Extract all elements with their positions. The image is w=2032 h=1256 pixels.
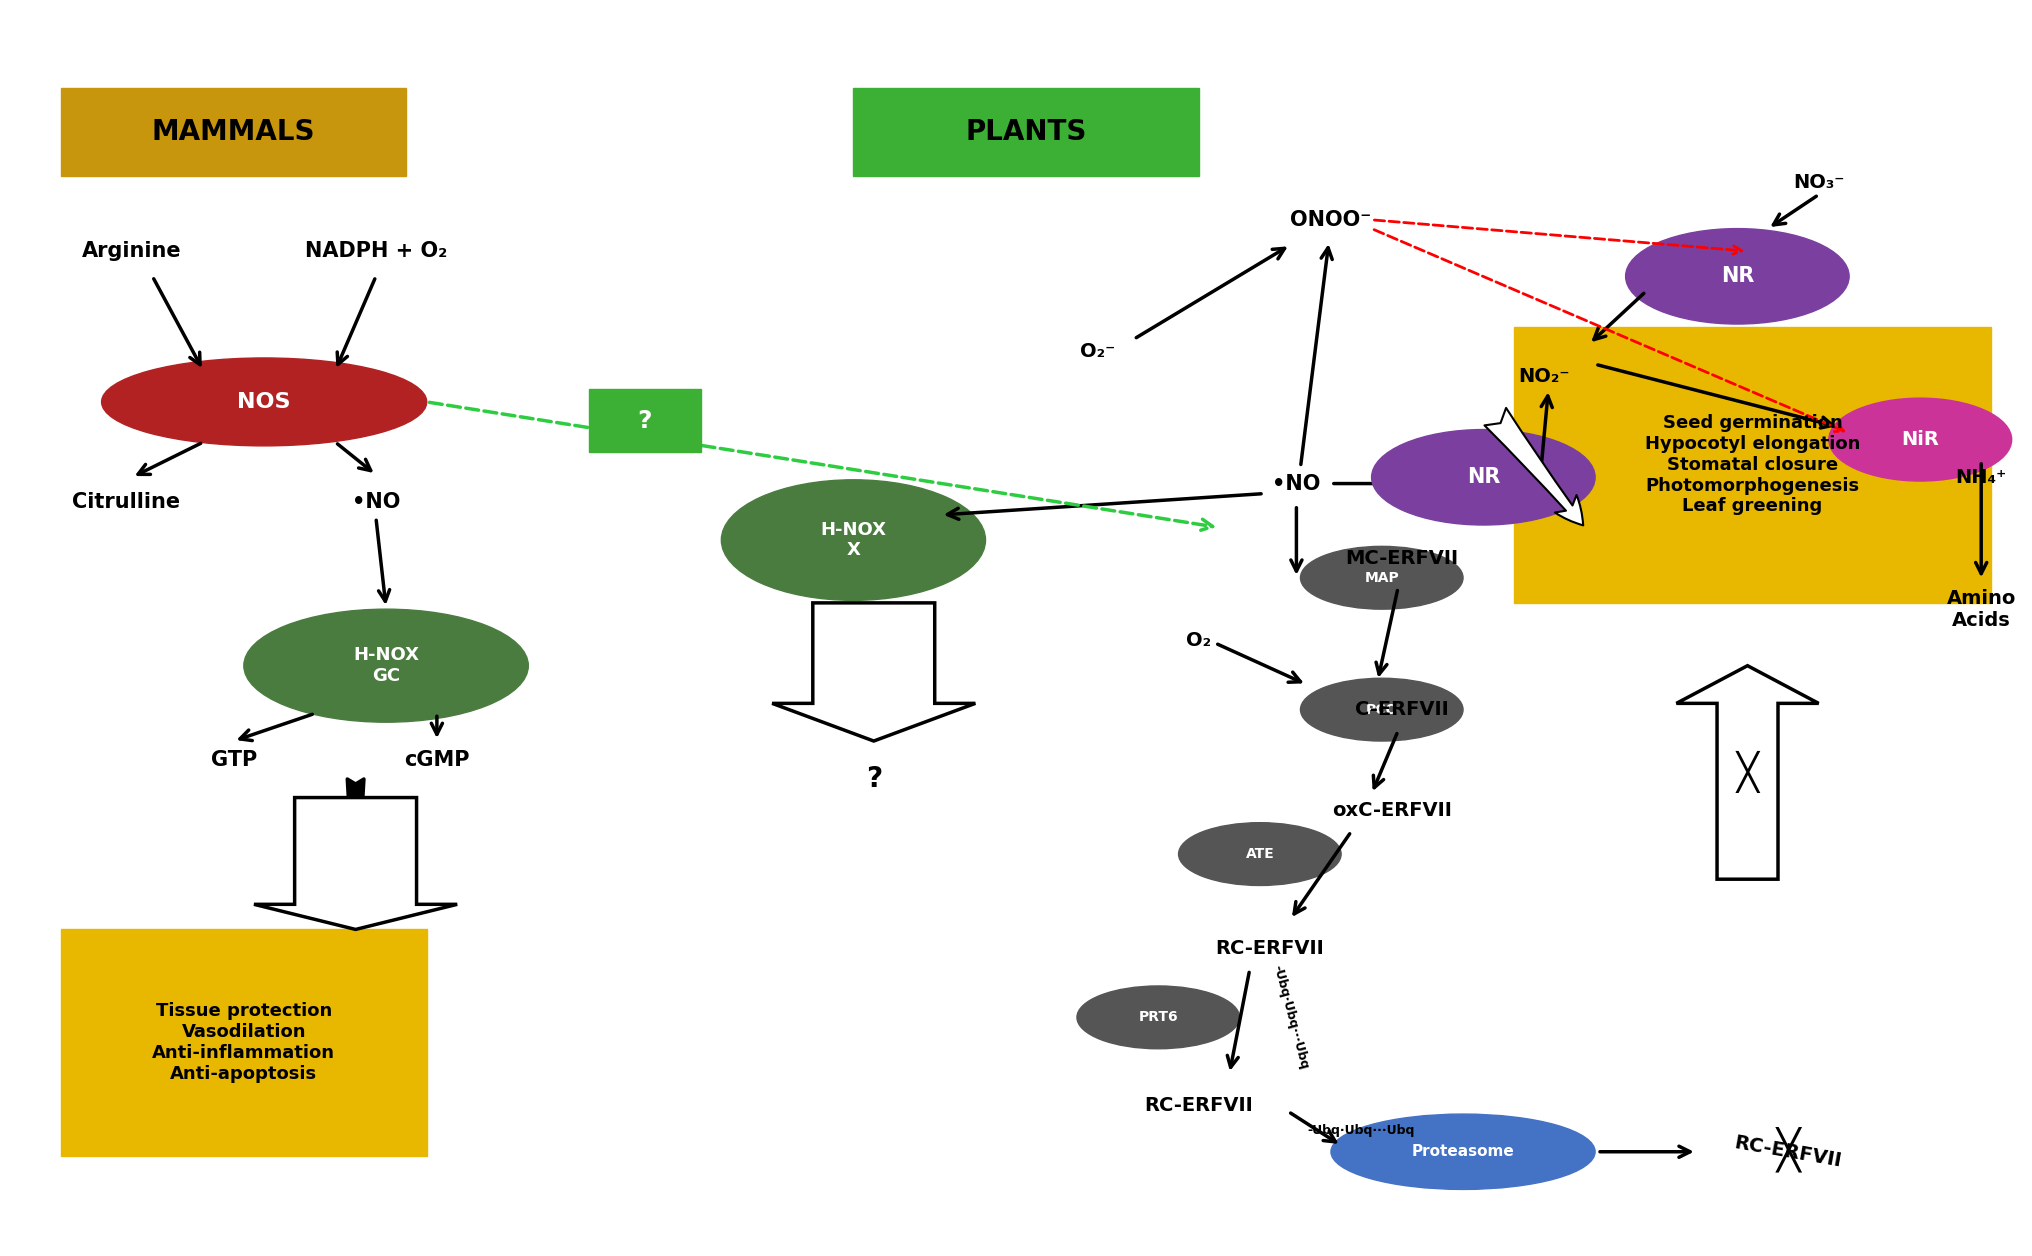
Ellipse shape — [1331, 1114, 1595, 1189]
FancyBboxPatch shape — [61, 929, 427, 1156]
Text: Tissue protection
Vasodilation
Anti-inflammation
Anti-apoptosis: Tissue protection Vasodilation Anti-infl… — [152, 1002, 335, 1083]
Text: Arginine: Arginine — [81, 241, 183, 261]
Text: NADPH + O₂: NADPH + O₂ — [305, 241, 447, 261]
FancyBboxPatch shape — [589, 389, 701, 452]
Text: H-NOX
GC: H-NOX GC — [354, 647, 419, 685]
Text: RC-ERFVII: RC-ERFVII — [1733, 1133, 1843, 1171]
Text: cGMP: cGMP — [404, 750, 469, 770]
FancyBboxPatch shape — [1514, 327, 1991, 603]
Text: Citrulline: Citrulline — [71, 492, 181, 512]
Polygon shape — [772, 603, 975, 741]
Ellipse shape — [1626, 229, 1849, 324]
Text: ONOO⁻: ONOO⁻ — [1290, 210, 1372, 230]
Text: NH₄⁺: NH₄⁺ — [1955, 467, 2008, 487]
Ellipse shape — [1829, 398, 2012, 481]
Text: ?: ? — [866, 765, 882, 793]
Text: MAP: MAP — [1363, 570, 1400, 585]
Text: -Ubq·Ubq···Ubq: -Ubq·Ubq···Ubq — [1309, 1124, 1414, 1137]
Ellipse shape — [1372, 430, 1595, 525]
Text: -Ubq·Ubq···Ubq: -Ubq·Ubq···Ubq — [1270, 963, 1311, 1071]
Ellipse shape — [1077, 986, 1240, 1049]
Text: •NO: •NO — [352, 492, 400, 512]
Text: NR: NR — [1721, 266, 1754, 286]
Ellipse shape — [1179, 823, 1341, 885]
Polygon shape — [254, 798, 457, 929]
Text: Amino
Acids: Amino Acids — [1947, 589, 2016, 629]
Text: MAMMALS: MAMMALS — [152, 118, 315, 146]
Text: PLANTS: PLANTS — [965, 118, 1087, 146]
Text: PRT6: PRT6 — [1138, 1010, 1179, 1025]
Text: ATE: ATE — [1246, 847, 1274, 862]
Ellipse shape — [1300, 678, 1463, 741]
Text: GTP: GTP — [211, 750, 256, 770]
Text: oxC-ERFVII: oxC-ERFVII — [1333, 800, 1451, 820]
Text: ?: ? — [636, 408, 652, 433]
Text: O₂: O₂ — [1187, 631, 1211, 651]
Ellipse shape — [244, 609, 528, 722]
Text: Seed germination
Hypocotyl elongation
Stomatal closure
Photomorphogenesis
Leaf g: Seed germination Hypocotyl elongation St… — [1646, 414, 1859, 515]
Text: O₂⁻: O₂⁻ — [1079, 342, 1116, 362]
Text: NO₂⁻: NO₂⁻ — [1518, 367, 1571, 387]
Text: PCO: PCO — [1366, 702, 1398, 717]
FancyBboxPatch shape — [853, 88, 1199, 176]
Text: NOS: NOS — [238, 392, 291, 412]
Text: ╳: ╳ — [1737, 751, 1758, 794]
Text: •NO: •NO — [1272, 474, 1321, 494]
Text: C-ERFVII: C-ERFVII — [1355, 700, 1449, 720]
Ellipse shape — [721, 480, 986, 600]
Text: NiR: NiR — [1902, 430, 1939, 450]
Text: RC-ERFVII: RC-ERFVII — [1215, 938, 1325, 958]
Polygon shape — [1676, 666, 1819, 879]
Text: H-NOX
X: H-NOX X — [821, 521, 886, 559]
Text: NR: NR — [1467, 467, 1500, 487]
Text: MC-ERFVII: MC-ERFVII — [1345, 549, 1459, 569]
Text: ╳: ╳ — [1776, 1127, 1800, 1172]
Ellipse shape — [1300, 546, 1463, 609]
Text: RC-ERFVII: RC-ERFVII — [1144, 1095, 1254, 1115]
Text: NO₃⁻: NO₃⁻ — [1792, 172, 1845, 192]
FancyBboxPatch shape — [61, 88, 406, 176]
Ellipse shape — [102, 358, 427, 446]
Text: Proteasome: Proteasome — [1412, 1144, 1514, 1159]
